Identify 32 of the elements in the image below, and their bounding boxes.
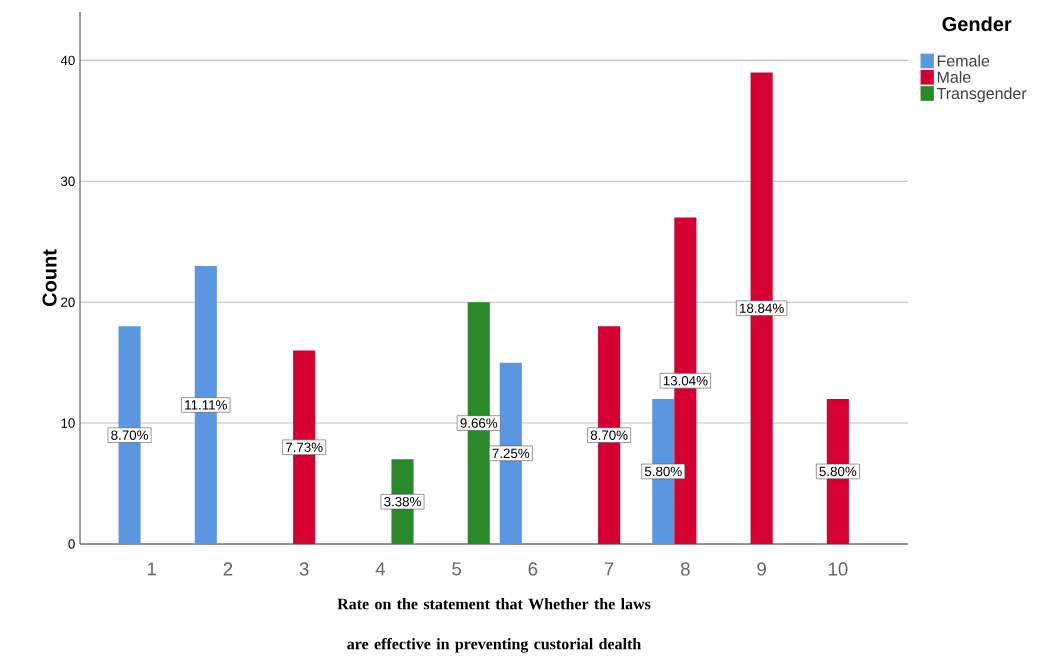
y-tick-label: 40: [60, 55, 75, 66]
annotation: 7.73%: [285, 442, 323, 452]
annotation: 18.84%: [740, 303, 784, 313]
legend-label: Female: [937, 54, 990, 67]
x-tick-label: 2: [223, 562, 233, 576]
annotation: 5.80%: [819, 466, 857, 477]
y-tick-label: 30: [60, 176, 75, 186]
x-tick-label: 5: [452, 562, 462, 576]
legend-label: Transgender: [936, 87, 1027, 103]
annotation: 11.11%: [185, 400, 227, 410]
y-axis-title: Count: [42, 249, 57, 307]
text: Rate on the statement that Whether the laws are effective in preventing custorial dealth: [337, 598, 651, 653]
annotation: 8.70%: [590, 430, 628, 440]
annotation: 7.25%: [492, 448, 530, 459]
y-tick-label: 20: [61, 297, 75, 307]
x-tick-label: 4: [375, 562, 386, 576]
annotation: 3.38%: [384, 496, 421, 507]
x-tick-label: 8: [681, 562, 690, 576]
x-tick-label: 9: [757, 562, 766, 576]
annotation: 5.80%: [644, 466, 682, 477]
x-tick-label: 7: [604, 562, 614, 576]
annotation: 8.70%: [111, 430, 149, 440]
legend-label: Male: [937, 71, 971, 83]
x-tick-label: 6: [528, 562, 538, 576]
y-tick-label: 10: [61, 418, 75, 428]
x-tick-label: 10: [828, 562, 848, 576]
annotation: 13.04%: [663, 376, 708, 386]
x-tick-label: 3: [299, 562, 309, 576]
x-tick-label: 1: [147, 562, 156, 576]
y-tick-label: 0: [68, 539, 75, 549]
annotation: 9.66%: [460, 418, 498, 428]
legend-title: Gender: [942, 16, 1012, 32]
